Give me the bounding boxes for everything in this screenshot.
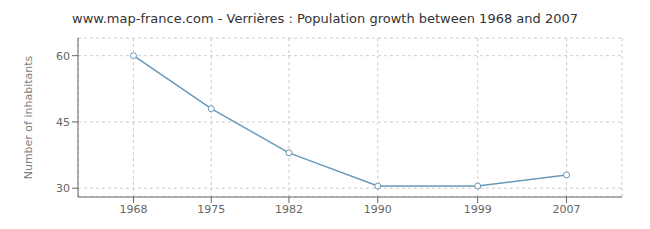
svg-text:45: 45	[56, 116, 70, 129]
svg-text:1990: 1990	[364, 203, 392, 216]
svg-text:1999: 1999	[464, 203, 492, 216]
svg-text:Number of inhabitants: Number of inhabitants	[22, 55, 35, 179]
svg-text:1975: 1975	[197, 203, 225, 216]
svg-text:30: 30	[56, 182, 70, 195]
html-text:www.map-france.com - Verrières: www.map-france.com - Verrières : Populat…	[72, 11, 578, 26]
svg-text:60: 60	[56, 50, 70, 63]
svg-text:2007: 2007	[552, 203, 580, 216]
svg-text:1968: 1968	[120, 203, 148, 216]
svg-text:1982: 1982	[275, 203, 303, 216]
